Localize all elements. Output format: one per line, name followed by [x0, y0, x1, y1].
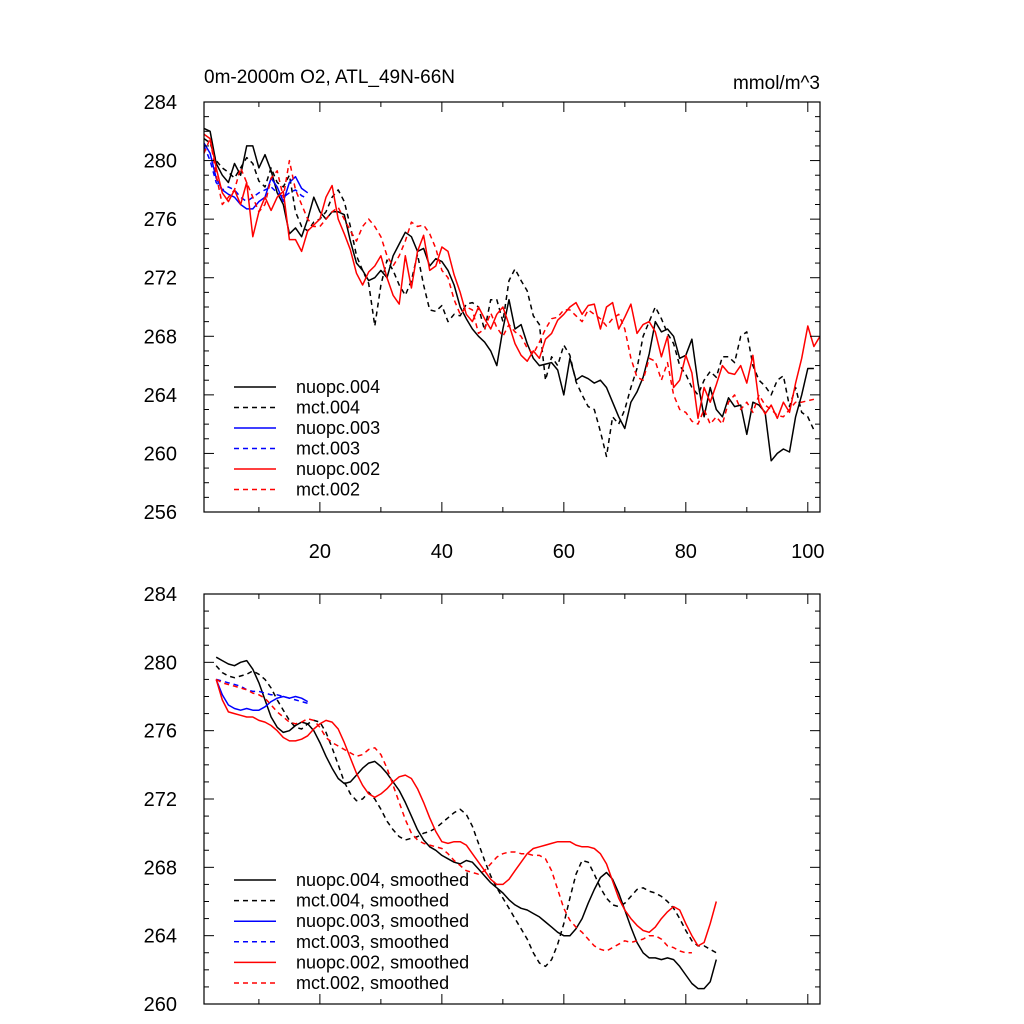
- bottom-series-line-mct-004-smoothed: [215, 665, 717, 968]
- bottom-y-tick-label: 268: [144, 857, 177, 879]
- top-series-line-mct-004: [204, 137, 815, 458]
- bottom-y-tick-label: 284: [144, 584, 177, 606]
- bottom-series-line-nuopc-002-smoothed: [215, 679, 718, 947]
- top-chart-title: 0m-2000m O2, ATL_49N-66N: [204, 67, 455, 88]
- top-legend: nuopc.004mct.004nuopc.003mct.003nuopc.00…: [234, 377, 380, 500]
- bottom-legend-label: mct.002, smoothed: [296, 973, 449, 993]
- top-legend-label: nuopc.004: [296, 377, 380, 397]
- top-series-group: [204, 127, 820, 462]
- top-x-tick-label: 60: [553, 541, 575, 563]
- top-legend-label: mct.004: [296, 398, 360, 418]
- top-x-tick-label: 20: [309, 541, 331, 563]
- top-series-line-mct-002: [204, 137, 815, 425]
- bottom-y-tick-label: 276: [144, 721, 177, 743]
- bottom-y-tick-label: 272: [144, 789, 177, 811]
- top-legend-label: nuopc.003: [296, 418, 380, 438]
- top-y-tick-label: 264: [144, 385, 177, 407]
- top-y-tick-label: 272: [144, 268, 177, 290]
- bottom-legend-label: nuopc.003, smoothed: [296, 911, 469, 931]
- bottom-y-tick-label: 264: [144, 926, 177, 948]
- top-y-tick-label: 256: [144, 502, 177, 524]
- top-x-tick-label: 80: [675, 541, 697, 563]
- top-x-tick-label: 100: [791, 541, 824, 563]
- bottom-series-line-mct-003-smoothed: [215, 678, 308, 705]
- bottom-series-line-nuopc-004-smoothed: [215, 656, 718, 990]
- top-y-tick-label: 260: [144, 443, 177, 465]
- top-chart-panel: 0m-2000m O2, ATL_49N-66N mmol/m^3 256 260…: [144, 67, 825, 563]
- top-y-tick-label: 284: [144, 92, 177, 114]
- top-legend-label: mct.003: [296, 439, 360, 459]
- top-y-tick-label: 268: [144, 326, 177, 348]
- bottom-chart-panel: 260 264 268 272 276 280 284 nuopc.004, smoothed…: [144, 584, 821, 1016]
- top-legend-label: nuopc.002: [296, 459, 380, 479]
- bottom-legend-label: nuopc.004, smoothed: [296, 870, 469, 890]
- bottom-legend-label: mct.003, smoothed: [296, 932, 449, 952]
- top-legend-label: mct.002: [296, 480, 360, 500]
- top-chart-units-label: mmol/m^3: [733, 73, 820, 94]
- top-x-tick-label: 40: [431, 541, 453, 563]
- bottom-series-line-nuopc-003-smoothed: [215, 679, 309, 711]
- bottom-series-group: [215, 656, 718, 990]
- bottom-legend-label: mct.004, smoothed: [296, 891, 449, 911]
- top-y-tick-label: 280: [144, 151, 177, 173]
- bottom-y-tick-label: 280: [144, 652, 177, 674]
- top-y-tick-label: 276: [144, 209, 177, 231]
- bottom-series-line-mct-002-smoothed: [215, 678, 692, 954]
- top-series-line-nuopc-002: [204, 133, 820, 420]
- bottom-y-tick-label: 260: [144, 994, 177, 1016]
- bottom-legend-label: nuopc.002, smoothed: [296, 952, 469, 972]
